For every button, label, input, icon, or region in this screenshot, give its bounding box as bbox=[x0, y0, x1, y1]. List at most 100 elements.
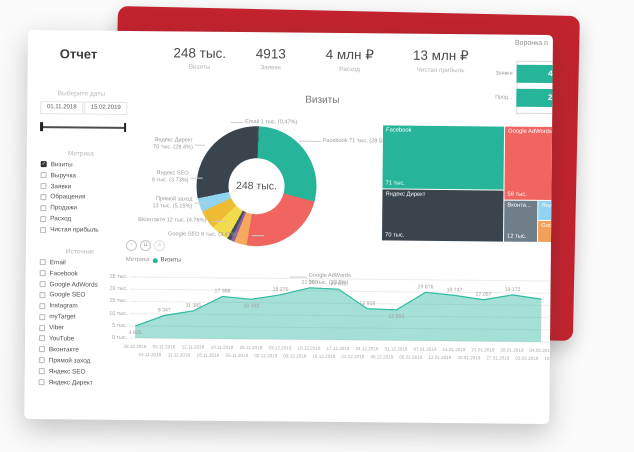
checkbox-icon[interactable] bbox=[40, 183, 47, 190]
data-point-label: 17 057 bbox=[476, 292, 492, 298]
x-axis-week-end-label: 23.12.2018 bbox=[341, 354, 365, 360]
x-axis-week-start-label: 19.11.2018 bbox=[210, 344, 234, 350]
treemap-block-0[interactable]: Facebook 71 тыс. bbox=[382, 125, 505, 190]
label-leader-line bbox=[194, 144, 205, 146]
option-label: Вконтакте bbox=[48, 346, 79, 354]
checkbox-icon[interactable] bbox=[40, 172, 47, 179]
checkbox-icon[interactable] bbox=[38, 346, 45, 353]
x-axis-week-start-label: 14.01.2019 bbox=[442, 346, 466, 353]
checkbox-icon[interactable] bbox=[39, 270, 46, 277]
x-axis-week-end-label: 03.02.2019 bbox=[515, 355, 539, 361]
x-axis-week-start-label: 12.11.2018 bbox=[181, 344, 205, 350]
option-label: Viber bbox=[49, 324, 64, 332]
checkbox-icon[interactable] bbox=[38, 368, 45, 375]
option-label: Facebook bbox=[49, 269, 78, 278]
metric-option[interactable]: Продажи bbox=[40, 205, 132, 212]
option-label: Email bbox=[49, 258, 66, 267]
date-filter-title: Выберите даты bbox=[57, 90, 106, 98]
data-point-label: 20 832 bbox=[331, 281, 347, 287]
checkbox-icon[interactable] bbox=[40, 226, 47, 233]
checkbox-icon[interactable] bbox=[39, 335, 46, 342]
metric-filter-list: ✓ Визиты Выручка Заявки Обращения Продажи Расх… bbox=[40, 161, 133, 238]
checkbox-icon[interactable] bbox=[40, 194, 47, 201]
x-axis-week-start-label: 05.11.2018 bbox=[152, 344, 176, 350]
metric-option[interactable]: ✓ Визиты bbox=[40, 161, 133, 168]
kpi-2: 4 млн ₽ Расход bbox=[314, 47, 386, 74]
treemap-block-4[interactable]: Янд... bbox=[538, 200, 553, 221]
checkbox-icon[interactable] bbox=[39, 281, 46, 288]
checkbox-icon[interactable] bbox=[40, 204, 47, 211]
source-option[interactable]: Прямой заход bbox=[38, 356, 131, 365]
checkbox-icon[interactable] bbox=[39, 292, 46, 299]
data-point-label: 18 747 bbox=[447, 287, 463, 293]
date-end-input[interactable]: 15.02.2019 bbox=[84, 101, 128, 115]
checkbox-icon[interactable] bbox=[39, 324, 46, 331]
slider-handle-right[interactable] bbox=[123, 122, 127, 132]
x-axis-week-end-label: 10.02.2019 bbox=[544, 355, 553, 362]
data-point-label: 16 332 bbox=[243, 303, 259, 309]
metric-option[interactable]: Чистая прибыль bbox=[40, 226, 132, 234]
treemap-block-3[interactable]: Вконта... 12 тыс. bbox=[503, 200, 538, 242]
checkbox-icon[interactable] bbox=[40, 215, 47, 222]
donut-label-vkontakte: ВКонтакте 12 тыс. (4.76%) bbox=[138, 217, 207, 224]
date-range-slider[interactable] bbox=[40, 122, 127, 133]
y-axis-tick-label: 25 тыс. bbox=[109, 273, 128, 280]
checkbox-icon[interactable] bbox=[39, 259, 46, 266]
option-label: Google SEO bbox=[49, 291, 86, 299]
drill-up-icon[interactable]: ↑ bbox=[125, 239, 137, 252]
metric-option[interactable]: Обращения bbox=[40, 194, 132, 201]
metric-option[interactable]: Расход bbox=[40, 215, 132, 223]
y-axis-tick-label: 10 тыс. bbox=[109, 310, 128, 317]
data-point-label: 4 925 bbox=[129, 330, 142, 336]
checkbox-icon[interactable] bbox=[39, 302, 46, 309]
option-label: Обращения bbox=[50, 193, 86, 201]
checkbox-icon[interactable] bbox=[38, 357, 45, 364]
checkbox-icon[interactable] bbox=[38, 379, 45, 386]
x-axis-week-end-label: 02.12.2018 bbox=[254, 353, 278, 359]
kpi-1: 4913 Заявки bbox=[242, 46, 300, 72]
option-label: Заявки bbox=[50, 182, 72, 190]
funnel-category-label: Заявки bbox=[495, 70, 513, 77]
funnel-bar[interactable]: 2 bbox=[516, 88, 553, 108]
data-point-label: 9 347 bbox=[158, 307, 171, 313]
donut-label-facebook: Facebook 71 тыс. (28.53%) bbox=[322, 137, 393, 145]
treemap-block-5[interactable]: Goog... bbox=[537, 220, 553, 243]
x-axis-week-end-label: 30.12.2018 bbox=[370, 354, 394, 360]
source-option[interactable]: Яндекс SEO bbox=[38, 368, 131, 375]
area-chart[interactable]: 4 925 9 347 11 385 17 388 16 332 18 276 21 280… bbox=[129, 271, 552, 345]
donut-label-yandex-seo: Яндекс SEO 9 тыс. (3.73%) bbox=[151, 170, 189, 184]
funnel-axis-line bbox=[516, 112, 553, 115]
treemap-block-1[interactable]: Яндекс Директ 70 тыс. bbox=[381, 189, 504, 242]
source-option[interactable]: Яндекс Директ bbox=[38, 379, 131, 386]
date-start-input[interactable]: 01.11.2018 bbox=[40, 101, 84, 115]
option-label: Расход bbox=[50, 215, 72, 223]
kpi-value: 4913 bbox=[255, 46, 286, 62]
kpi-0: 248 тыс. Визиты bbox=[168, 45, 232, 71]
kpi-label: Расход bbox=[339, 65, 361, 74]
treemap-block-2[interactable]: Google AdWords 58 тыс. bbox=[504, 126, 553, 201]
legend-series-label[interactable]: Визиты bbox=[160, 257, 182, 264]
option-label: Прямой заход bbox=[48, 356, 91, 365]
source-option[interactable]: Email bbox=[39, 258, 132, 267]
option-label: Instagram bbox=[49, 302, 78, 310]
donut-label-email: Email 1 тыс. (0.47%) bbox=[245, 119, 298, 126]
treemap-block-value: 71 тыс. bbox=[385, 180, 405, 187]
funnel-bar[interactable]: 4 bbox=[516, 64, 553, 84]
donut-chart[interactable]: 248 тыс. bbox=[195, 125, 318, 247]
x-axis-week-end-label: 11.11.2018 bbox=[167, 352, 191, 358]
x-axis-week-end-label: 18.11.2018 bbox=[196, 352, 220, 358]
option-label: myTarget bbox=[49, 313, 76, 321]
drill-down-icon[interactable]: ⇊ bbox=[139, 240, 151, 252]
x-axis-week-start-label: 10.12.2018 bbox=[297, 345, 321, 351]
metric-option[interactable]: Заявки bbox=[40, 183, 132, 190]
checkbox-icon[interactable]: ✓ bbox=[40, 161, 47, 168]
funnel-bar-value: 2 bbox=[547, 92, 553, 103]
expand-next-level-icon[interactable]: ⋔ bbox=[153, 240, 165, 252]
source-option[interactable]: Вконтакте bbox=[38, 346, 131, 354]
treemap-block-name: Янд... bbox=[541, 202, 553, 210]
slider-handle-left[interactable] bbox=[40, 122, 43, 132]
option-label: Чистая прибыль bbox=[50, 226, 99, 234]
metric-option[interactable]: Выручка bbox=[40, 172, 133, 179]
x-axis-week-end-label: 27.01.2019 bbox=[486, 355, 510, 361]
checkbox-icon[interactable] bbox=[39, 313, 46, 320]
